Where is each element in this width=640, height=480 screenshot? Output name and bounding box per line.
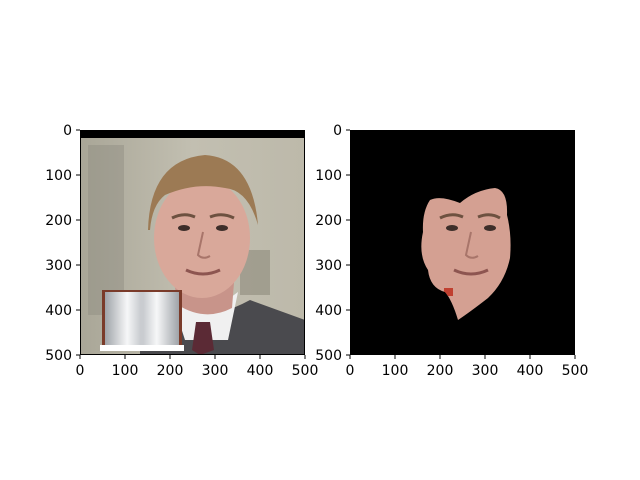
y-tick-label: 500	[315, 348, 342, 364]
y-tick-label: 400	[315, 303, 342, 319]
x-tick-label: 100	[382, 363, 409, 379]
left-eye	[178, 225, 190, 231]
x-tick-label: 500	[562, 363, 589, 379]
x-tick-label: 400	[247, 363, 274, 379]
tie	[192, 322, 214, 355]
seg-nose	[464, 231, 479, 259]
mouth	[185, 268, 221, 276]
x-tick-label: 0	[76, 363, 85, 379]
x-tick-label: 200	[157, 363, 184, 379]
x-tick-label: 400	[517, 363, 544, 379]
y-tick-label: 500	[45, 348, 72, 364]
y-tick-label: 400	[45, 303, 72, 319]
y-tick-label: 100	[45, 168, 72, 184]
hair	[148, 155, 258, 230]
y-tick-label: 200	[45, 213, 72, 229]
seg-left-eye	[446, 225, 458, 231]
x-tick-label: 300	[472, 363, 499, 379]
right-axes-frame	[350, 130, 575, 355]
left-image-panel: 0 100 200 300 400 500 0 100 200 300 400 500	[0, 0, 320, 400]
left-eyebrow	[171, 213, 196, 220]
right-eye	[216, 225, 228, 231]
nose	[196, 231, 211, 259]
x-tick-label: 500	[292, 363, 319, 379]
book-icon	[100, 290, 184, 351]
y-tick-label: 0	[333, 123, 342, 139]
x-tick-label: 100	[112, 363, 139, 379]
x-tick-label: 300	[202, 363, 229, 379]
y-tick-label: 0	[63, 123, 72, 139]
y-tick-label: 300	[315, 258, 342, 274]
seg-right-eye	[484, 225, 496, 231]
x-tick-label: 0	[346, 363, 355, 379]
book-pages	[105, 292, 179, 346]
book-bottom-edge	[100, 345, 184, 351]
right-eyebrow	[209, 213, 235, 220]
x-tick-label: 200	[427, 363, 454, 379]
seg-red-artifact	[444, 288, 453, 296]
y-tick-label: 200	[315, 213, 342, 229]
seg-mouth	[453, 268, 489, 276]
left-photo	[80, 130, 305, 355]
y-tick-label: 300	[45, 258, 72, 274]
seg-right-eyebrow	[477, 213, 501, 220]
pillar-shape	[88, 145, 124, 315]
photo-top-bar	[80, 130, 305, 138]
seg-left-eyebrow	[439, 213, 464, 220]
y-tick-label: 100	[315, 168, 342, 184]
left-axes-frame	[80, 130, 305, 355]
